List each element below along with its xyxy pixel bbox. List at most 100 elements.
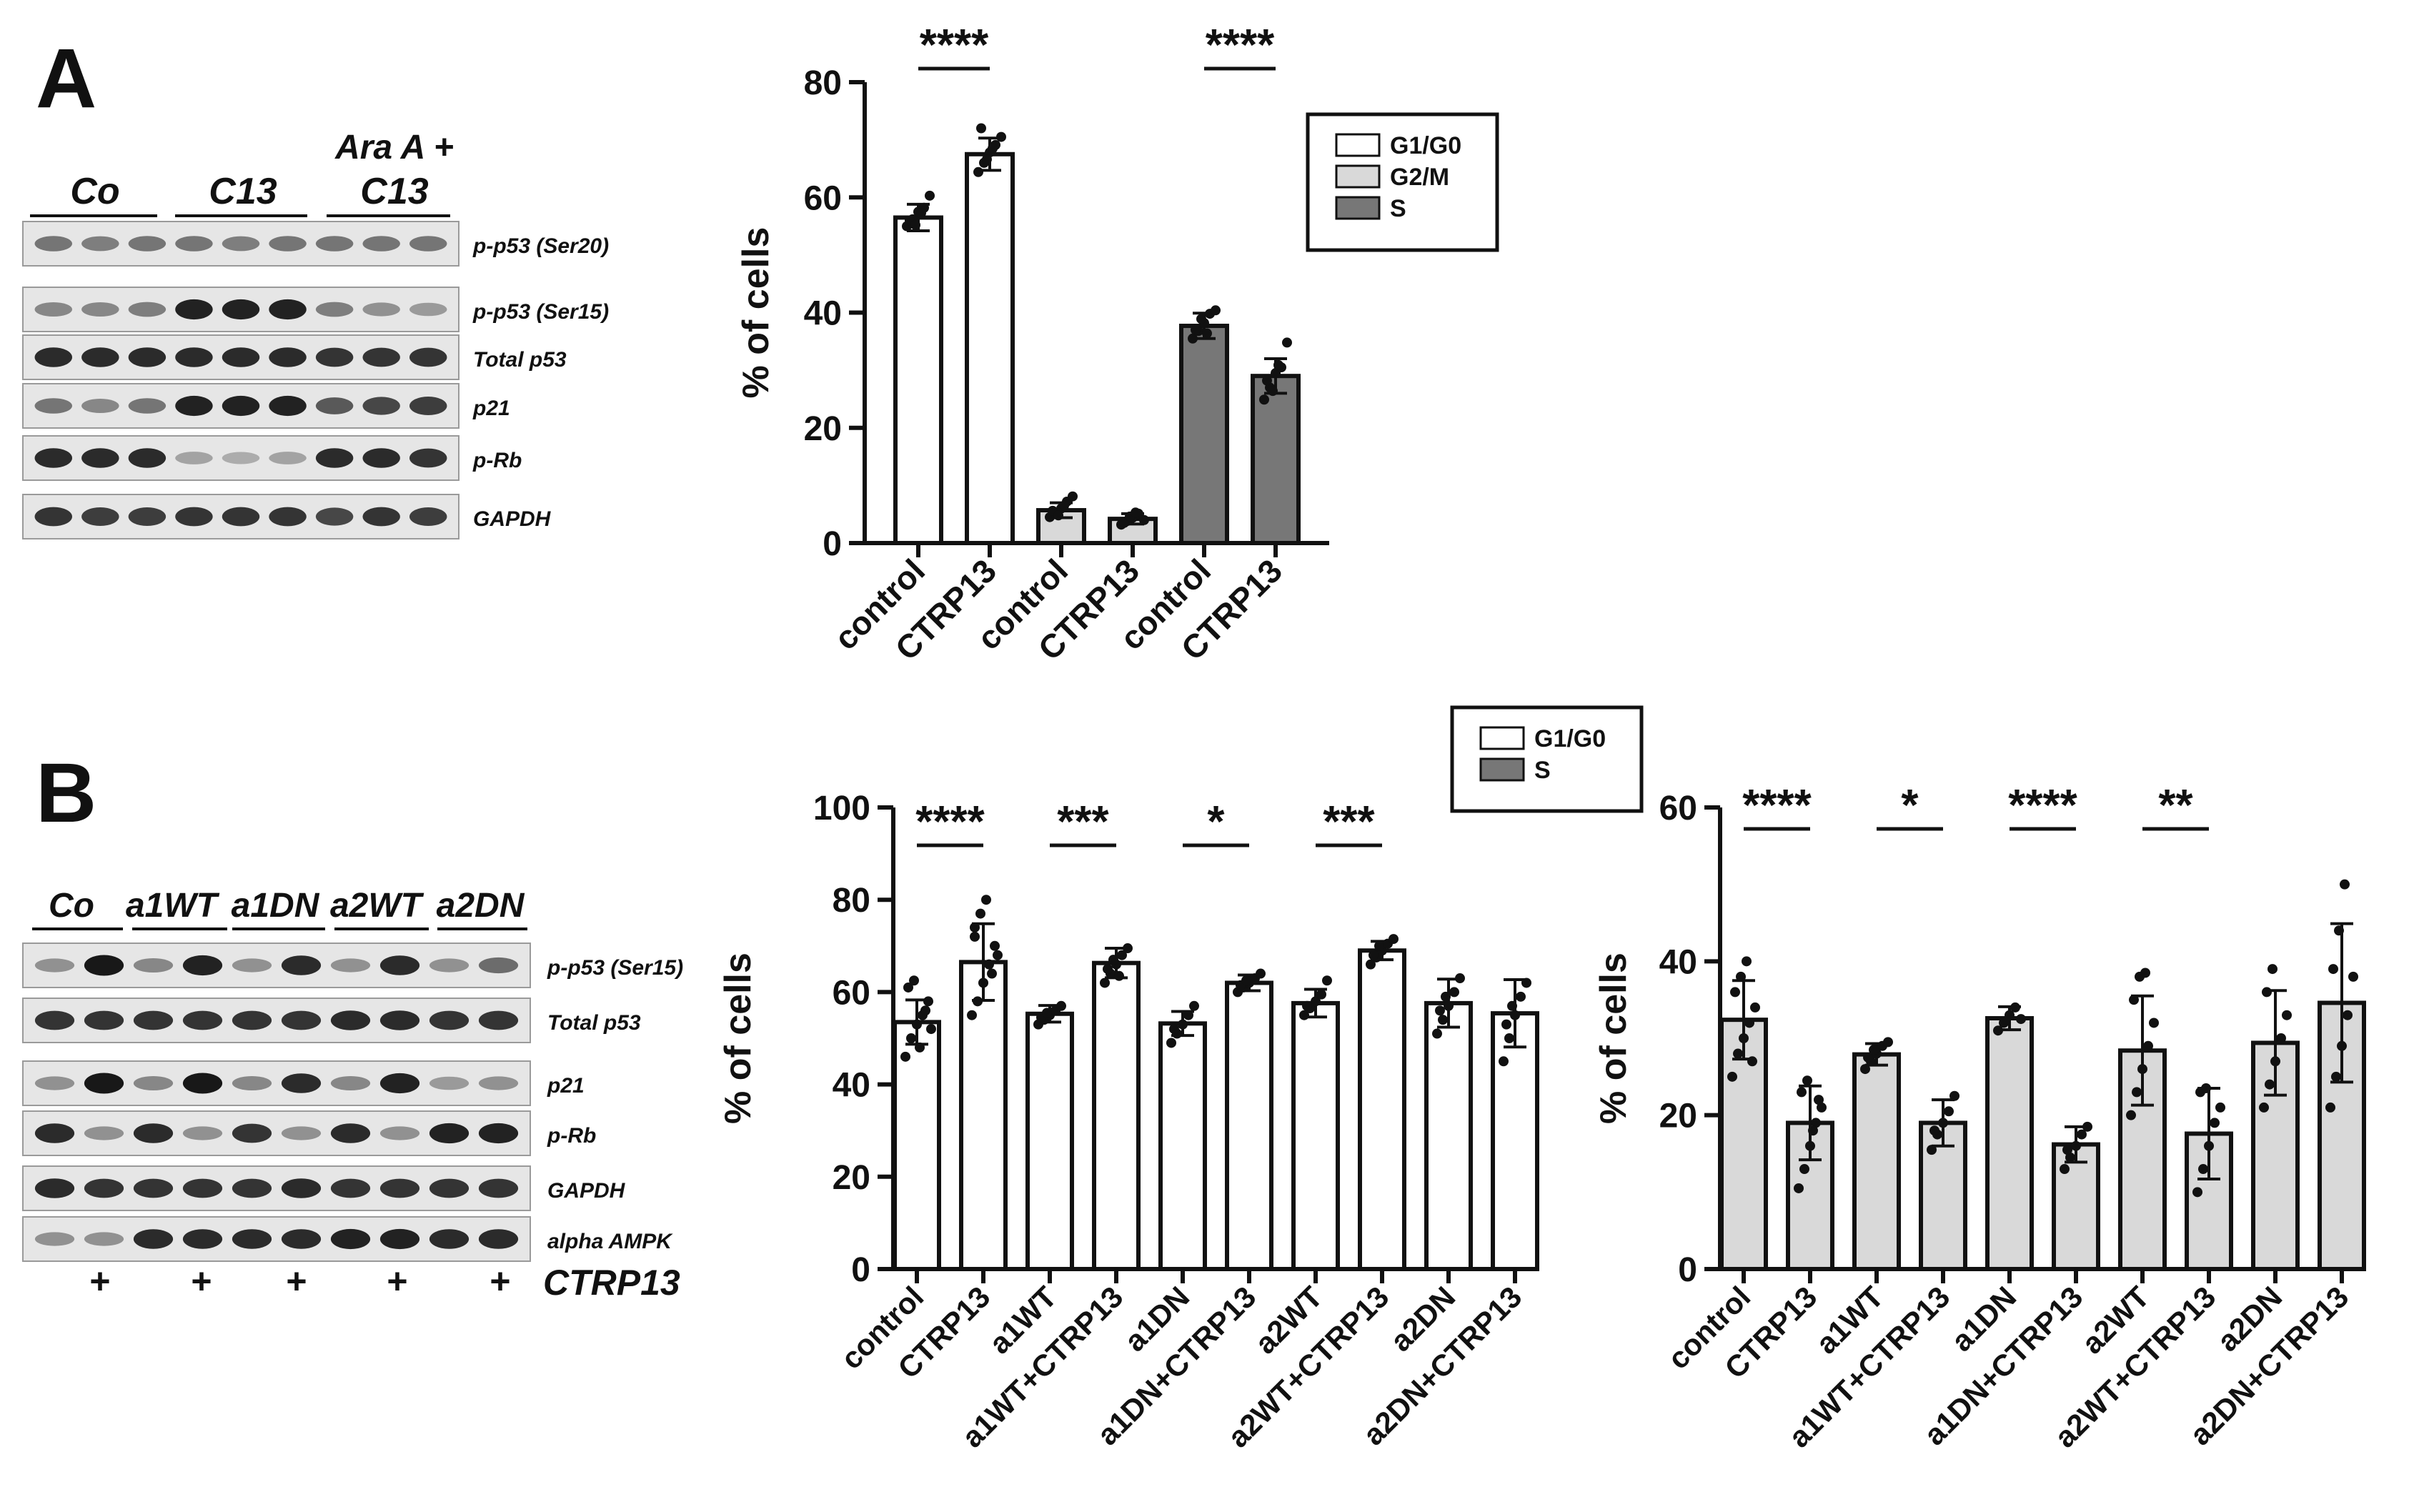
data-point bbox=[1516, 991, 1526, 1002]
blot-band bbox=[128, 302, 167, 317]
blot-a-group-co: Co bbox=[70, 171, 119, 212]
blot-band bbox=[34, 958, 75, 973]
blot-band bbox=[34, 1178, 75, 1198]
data-point bbox=[1794, 1183, 1804, 1193]
blot-band bbox=[222, 299, 260, 320]
data-point bbox=[1042, 1008, 1052, 1018]
data-point bbox=[1435, 1005, 1445, 1016]
data-point bbox=[973, 166, 983, 177]
data-point bbox=[1797, 1087, 1807, 1098]
blot-band bbox=[478, 1229, 519, 1249]
blot-band bbox=[429, 1229, 470, 1249]
y-tick-label: 40 bbox=[804, 295, 842, 333]
bar bbox=[893, 215, 943, 545]
data-point bbox=[1389, 934, 1399, 945]
blot-band bbox=[133, 1123, 174, 1143]
blot-band bbox=[84, 1073, 124, 1094]
blot-band bbox=[34, 448, 72, 468]
data-point bbox=[2126, 1110, 2136, 1120]
data-point bbox=[988, 143, 998, 154]
blot-band bbox=[81, 448, 119, 468]
data-point bbox=[1814, 1095, 1824, 1105]
data-point bbox=[1927, 1145, 1937, 1155]
blot-band bbox=[128, 347, 167, 367]
blot-band bbox=[429, 1178, 470, 1198]
y-tick-label: 60 bbox=[804, 179, 842, 217]
bar bbox=[1179, 324, 1229, 545]
blot-band bbox=[34, 1010, 75, 1030]
data-point bbox=[2010, 1002, 2020, 1013]
data-point bbox=[1455, 973, 1465, 984]
data-point bbox=[2262, 987, 2272, 998]
blot-row-label: Total p53 bbox=[547, 1011, 641, 1035]
data-point bbox=[2204, 1140, 2214, 1151]
data-point bbox=[1501, 1019, 1511, 1030]
blot-band bbox=[133, 1229, 174, 1249]
data-point bbox=[1999, 1018, 2009, 1028]
blot-band bbox=[379, 1228, 420, 1250]
data-point bbox=[1211, 305, 1221, 316]
data-point bbox=[1499, 1056, 1509, 1067]
data-point bbox=[1449, 987, 1459, 998]
data-point bbox=[1949, 1090, 1959, 1101]
data-point bbox=[990, 940, 1000, 951]
data-point bbox=[2140, 968, 2150, 978]
y-tick-label: 80 bbox=[833, 882, 870, 920]
blot-band bbox=[128, 398, 167, 414]
blot-band bbox=[281, 955, 322, 975]
data-point bbox=[1169, 1024, 1179, 1035]
data-point bbox=[923, 996, 933, 1007]
data-point bbox=[916, 208, 926, 219]
blot-band bbox=[182, 1010, 223, 1030]
data-point bbox=[2071, 1140, 2081, 1151]
blot-band bbox=[429, 958, 470, 973]
blot-band bbox=[175, 452, 213, 464]
data-point bbox=[1183, 1010, 1193, 1020]
data-point bbox=[1178, 1019, 1188, 1030]
blot-b-group-co: Co bbox=[49, 887, 94, 925]
data-point bbox=[2198, 1164, 2208, 1175]
panel-a-letter: A bbox=[36, 31, 96, 126]
data-point bbox=[1316, 989, 1326, 1000]
blot-band bbox=[362, 302, 400, 317]
data-point bbox=[1504, 1033, 1514, 1043]
blot-band bbox=[478, 957, 519, 974]
blot-band bbox=[175, 395, 213, 417]
data-point bbox=[2270, 1056, 2280, 1067]
blot-band bbox=[81, 507, 119, 527]
panel-b-western-blot: p-p53 (Ser15) Total p53 p21 p-Rb GAPDH alpha … bbox=[22, 942, 683, 1262]
data-point bbox=[1817, 1102, 1827, 1113]
data-point bbox=[1808, 1125, 1818, 1136]
y-tick-label: 20 bbox=[804, 410, 842, 448]
significance-label: * bbox=[1207, 797, 1225, 847]
data-point bbox=[978, 978, 988, 988]
data-point bbox=[1802, 1075, 1812, 1086]
blot-band bbox=[175, 507, 213, 527]
blot-a-group-araa-line2: C13 bbox=[360, 171, 428, 212]
significance-label: *** bbox=[1057, 797, 1109, 847]
data-point bbox=[2082, 1121, 2092, 1132]
blot-band bbox=[429, 1010, 470, 1030]
significance-label: **** bbox=[1206, 21, 1275, 70]
data-point bbox=[1863, 1052, 1873, 1063]
blot-band bbox=[133, 1075, 174, 1091]
legend-swatch bbox=[1335, 196, 1381, 220]
blot-b-group-a2dn: a2DN bbox=[437, 887, 525, 925]
blot-band bbox=[182, 955, 223, 976]
blot-band bbox=[281, 1073, 322, 1093]
bar bbox=[1985, 1016, 2034, 1272]
blot-band bbox=[315, 347, 354, 367]
data-point bbox=[1196, 314, 1206, 324]
data-point bbox=[1742, 956, 1752, 967]
blot-band bbox=[81, 302, 119, 317]
data-point bbox=[1188, 333, 1198, 344]
blot-row-label: p-Rb bbox=[547, 1124, 596, 1148]
data-point bbox=[1869, 1045, 1879, 1055]
blot-band bbox=[269, 299, 307, 320]
data-point bbox=[2265, 1079, 2275, 1090]
data-point bbox=[1114, 970, 1124, 981]
ctrp13-treatment-label: CTRP13 bbox=[543, 1263, 680, 1303]
bar bbox=[1491, 1011, 1539, 1271]
panel-b-blot-group-labels: Co a1WT a1DN a2WT a2DN bbox=[32, 887, 527, 930]
blot-band bbox=[34, 507, 72, 527]
